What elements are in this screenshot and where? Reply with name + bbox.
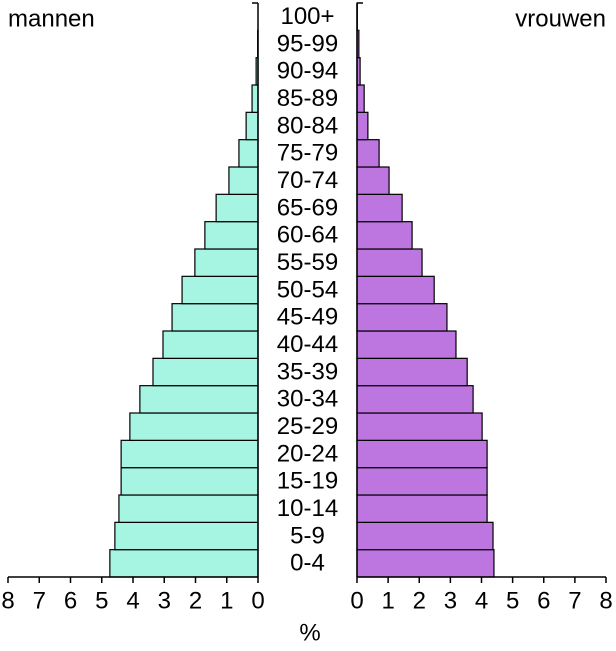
x-tick-label: 2 [413,587,426,614]
bar [356,521,494,551]
bar [120,467,259,496]
x-tick-label: 7 [568,587,581,614]
category-label: 65-69 [277,194,338,221]
bar [181,275,259,305]
x-tick-label: 4 [475,587,488,614]
category-label: 5-9 [290,522,325,549]
bar [251,84,259,113]
category-label: 20-24 [277,440,338,467]
category-label: 25-29 [277,413,338,440]
bar [356,412,483,441]
category-label: 0-4 [290,550,325,577]
bar [118,494,259,523]
bar [356,303,448,332]
category-label: 40-44 [277,331,338,358]
bar [356,357,468,387]
bar [356,385,474,414]
x-tick-label: 0 [350,587,363,614]
bar [245,111,259,141]
x-tick-label: 6 [537,587,550,614]
category-label: 80-84 [277,112,338,139]
x-tick-label: 5 [506,587,519,614]
bar [356,330,457,359]
bar [228,166,259,195]
bar [129,412,259,441]
x-tick-label: 2 [189,587,202,614]
x-tick-label: 8 [599,587,612,614]
category-label: 45-49 [277,304,338,331]
bar [356,221,413,250]
bar [356,549,495,578]
category-label: 55-59 [277,249,338,276]
bar [356,494,488,523]
category-label: 50-54 [277,276,338,303]
bar [152,357,259,387]
bar [356,111,369,141]
category-label: 70-74 [277,167,338,194]
category-label: 95-99 [277,30,338,57]
bar [356,193,403,223]
bar [356,467,488,496]
bar [356,139,380,168]
bar [356,439,488,469]
bar [194,248,259,277]
category-label: 85-89 [277,85,338,112]
category-label: 100+ [280,3,334,30]
bar [356,84,365,113]
x-tick-label: 5 [95,587,108,614]
bar [139,385,259,414]
bar [120,439,259,469]
category-label: 15-19 [277,468,338,495]
category-label: 90-94 [277,58,338,85]
bar [109,549,259,578]
x-axis-label: % [299,619,320,646]
legend-right: vrouwen [515,5,606,32]
category-label: 10-14 [277,495,338,522]
x-tick-label: 1 [381,587,394,614]
bar [204,221,259,250]
x-tick-label: 7 [33,587,46,614]
bar [356,166,390,195]
x-tick-label: 0 [251,587,264,614]
bar [114,521,259,551]
category-label: 30-34 [277,386,338,413]
bar [162,330,259,359]
x-tick-label: 4 [126,587,139,614]
bar [171,303,259,332]
x-tick-label: 6 [64,587,77,614]
x-tick-label: 3 [444,587,457,614]
bar [356,275,435,305]
bar [215,193,259,223]
legend-left: mannen [8,5,95,32]
bar [238,139,259,168]
x-tick-label: 1 [220,587,233,614]
bar [356,248,423,277]
category-label: 60-64 [277,222,338,249]
category-label: 75-79 [277,140,338,167]
category-label: 35-39 [277,358,338,385]
x-tick-label: 8 [1,587,14,614]
x-tick-label: 3 [158,587,171,614]
